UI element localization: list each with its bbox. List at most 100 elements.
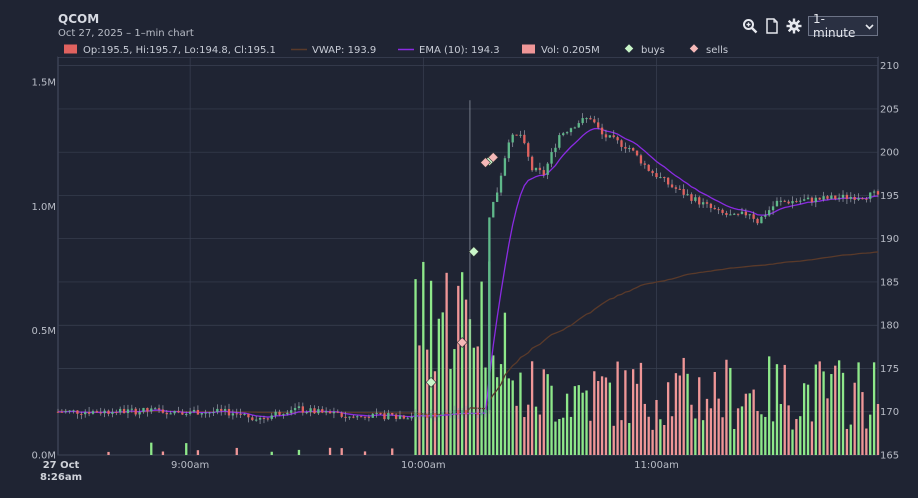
candle-body (441, 412, 444, 416)
candle-body (581, 118, 584, 124)
volume-bar (826, 398, 829, 455)
candle-body (433, 412, 437, 418)
volume-bar (725, 359, 728, 455)
candle-body (103, 410, 106, 414)
volume-bar (608, 382, 612, 455)
candle-body (64, 411, 67, 413)
candle-body (348, 416, 351, 418)
zoom-icon[interactable] (742, 18, 758, 34)
candle-body (286, 412, 289, 415)
candle-body (480, 412, 483, 415)
document-icon[interactable] (764, 18, 780, 34)
volume-bar (328, 447, 332, 455)
volume-bar (635, 383, 639, 455)
candle-body (752, 214, 755, 219)
candle-body (764, 215, 767, 217)
candle-body (830, 195, 833, 199)
candle-body (80, 413, 83, 415)
candle-body (468, 413, 472, 415)
candle-body (196, 409, 200, 415)
candle-body (91, 411, 95, 414)
candle-body (519, 134, 522, 136)
volume-bar (822, 371, 825, 455)
candle-body (76, 410, 79, 414)
volume-bar (853, 382, 856, 455)
candle-body (200, 413, 203, 415)
volume-tick-label: 1.0M (31, 202, 56, 213)
candle-body (437, 415, 441, 418)
volume-bar (558, 419, 561, 455)
candle-body (861, 198, 864, 200)
volume-bar (569, 416, 573, 455)
candle-body (600, 127, 604, 135)
volume-bar (453, 349, 456, 455)
volume-bar (340, 448, 343, 455)
volume-bar (534, 406, 538, 455)
volume-bar (643, 403, 646, 455)
volume-bar (717, 398, 720, 455)
volume-bar (663, 425, 666, 455)
candle-body (826, 196, 829, 199)
candle-body (274, 411, 277, 416)
volume-bar (756, 410, 759, 455)
candle-body (814, 197, 817, 203)
interval-select[interactable]: 1-minute (808, 12, 878, 40)
volume-tick-label: 0.0M (31, 451, 56, 462)
volume-bar (834, 365, 837, 455)
volume-bar (752, 389, 755, 455)
volume-bar (441, 312, 444, 455)
volume-bar (538, 414, 542, 455)
candle-body (251, 417, 254, 421)
candle-body (736, 213, 740, 215)
volume-bar (651, 429, 654, 455)
volume-bar (503, 312, 507, 455)
volume-bar (705, 398, 709, 455)
candle-body (216, 408, 219, 413)
legend-vol-swatch (522, 44, 535, 54)
candle-body (499, 175, 503, 193)
candle-body (694, 197, 697, 201)
candle-body (612, 135, 615, 138)
volume-bar (515, 405, 518, 455)
volume-bar (736, 408, 740, 455)
volume-bar (476, 346, 479, 455)
volume-bar (464, 299, 468, 455)
buy-marker (425, 376, 437, 388)
volume-bar (647, 416, 650, 455)
volume-bar (499, 364, 503, 455)
volume-bar (530, 361, 534, 455)
candle-body (733, 213, 736, 215)
legend-sells: sells (706, 45, 728, 56)
candle-body (414, 412, 417, 417)
volume-bar (418, 345, 421, 455)
legend-ohlc-swatch (64, 44, 77, 54)
volume-bar (624, 370, 627, 455)
volume-bar (686, 373, 689, 455)
volume-bar (698, 377, 701, 455)
price-tick-label: 185 (880, 277, 899, 288)
volume-bar (461, 272, 464, 455)
volume-bar (107, 451, 110, 455)
volume-bar (600, 376, 604, 455)
volume-bar (297, 449, 301, 455)
volume-bar (593, 371, 596, 455)
volume-bar (511, 380, 514, 455)
vwap-line (57, 251, 879, 416)
candle-body (806, 197, 810, 200)
grid (58, 57, 878, 456)
candle-body (87, 412, 91, 414)
date-tick-label: 27 Oct (43, 460, 80, 471)
candle-body (95, 411, 99, 413)
candle-body (760, 216, 763, 224)
candle-body (635, 150, 639, 156)
volume-bar (830, 374, 833, 455)
candle-body (324, 411, 328, 413)
volume-bar (589, 420, 592, 455)
volume-bar (573, 386, 577, 455)
candle-body (457, 409, 460, 415)
gear-icon[interactable] (786, 18, 802, 34)
volume-bar (841, 372, 845, 455)
candle-body (185, 413, 188, 415)
candle-body (352, 416, 355, 418)
